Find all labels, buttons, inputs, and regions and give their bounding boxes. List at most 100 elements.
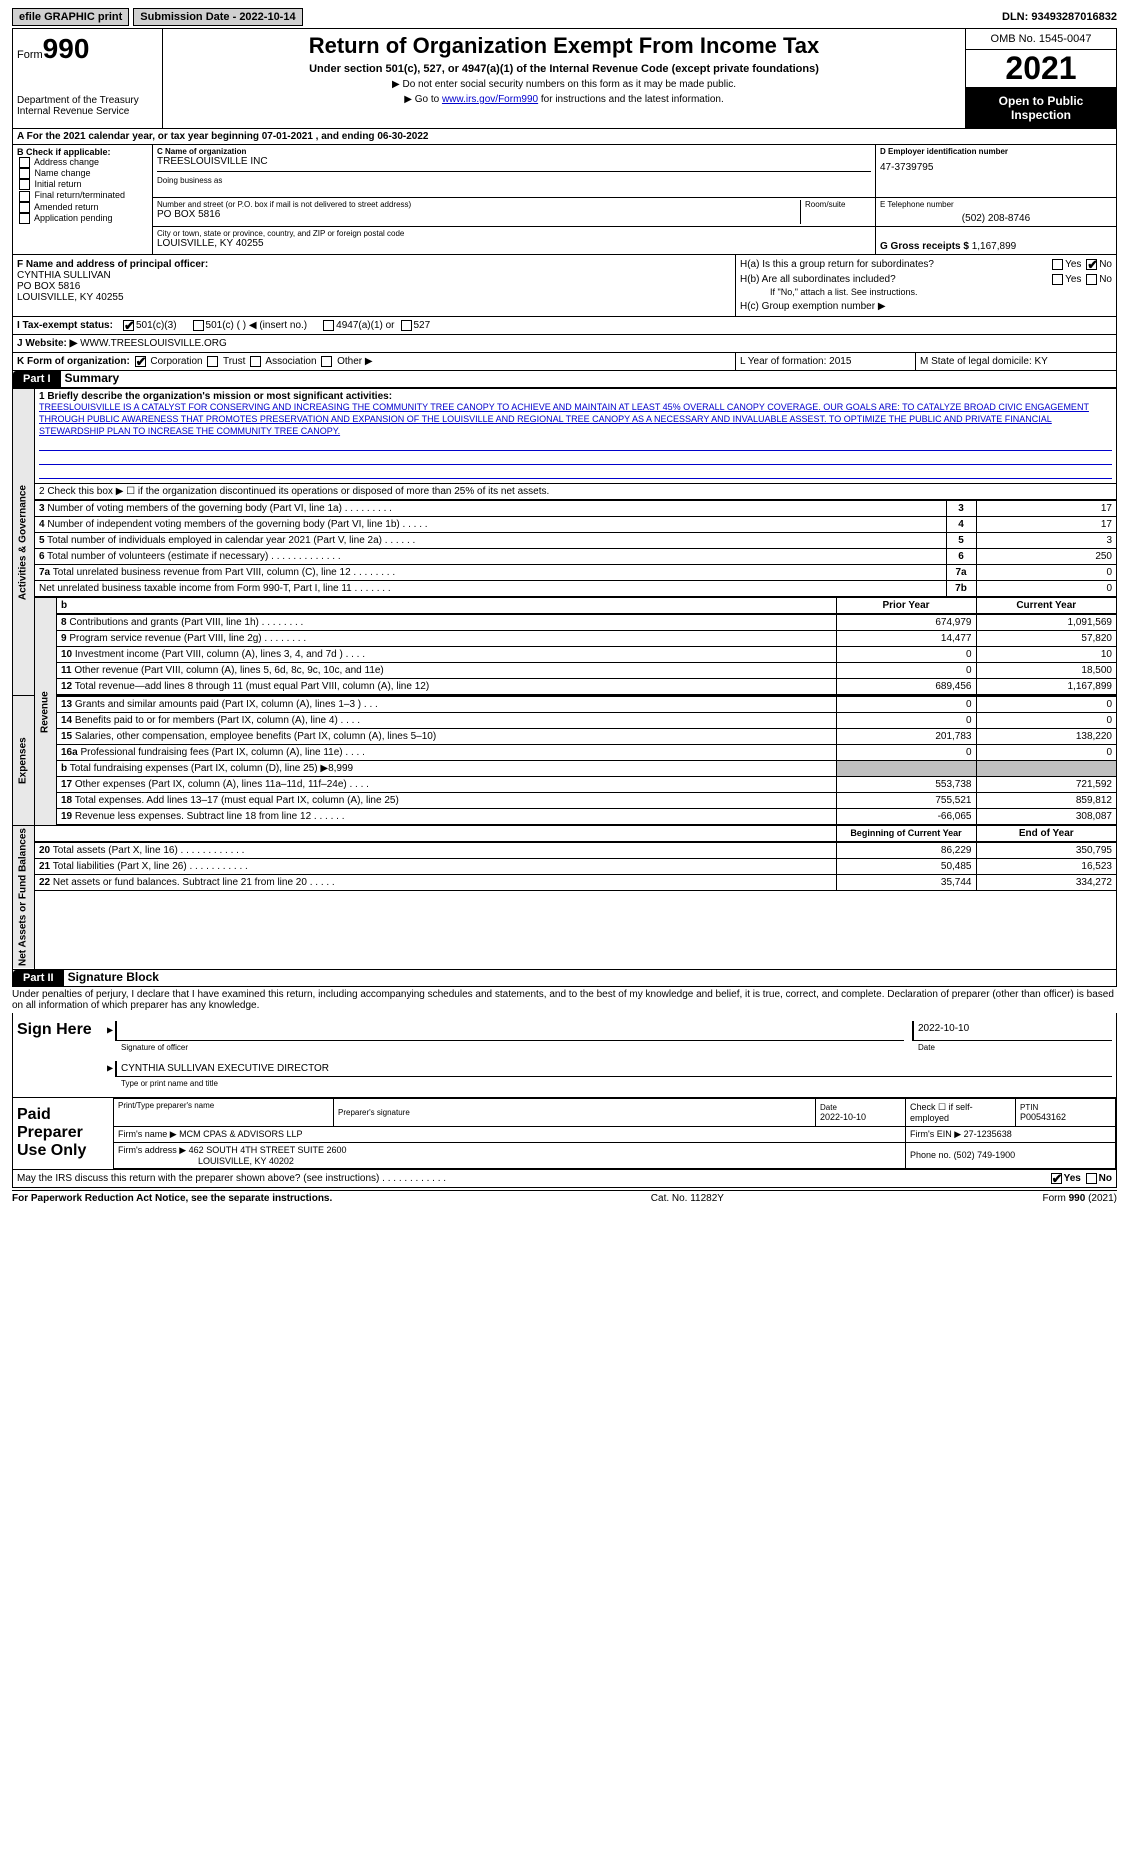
- officer-sig-name: CYNTHIA SULLIVAN EXECUTIVE DIRECTOR: [121, 1063, 329, 1074]
- current-val: 10: [976, 647, 1116, 663]
- part2-header: Part IISignature Block: [12, 970, 1117, 987]
- open-public: Open to Public Inspection: [966, 88, 1116, 128]
- section-bcd: B Check if applicable: Address change Na…: [12, 145, 1117, 255]
- firm-ein: 27-1235638: [964, 1129, 1012, 1139]
- form-number: 990: [43, 33, 90, 64]
- phone: (502) 208-8746: [880, 213, 1112, 224]
- firm-phone: (502) 749-1900: [954, 1150, 1016, 1160]
- row-l: L Year of formation: 2015: [736, 353, 916, 370]
- gross-receipts: 1,167,899: [972, 241, 1017, 252]
- firm-name: MCM CPAS & ADVISORS LLP: [179, 1129, 302, 1139]
- website: WWW.TREESLOUISVILLE.ORG: [80, 338, 227, 349]
- hb-no[interactable]: [1086, 274, 1097, 285]
- prior-val: 201,783: [836, 729, 976, 745]
- k-check[interactable]: [135, 356, 146, 367]
- row-a: A For the 2021 calendar year, or tax yea…: [12, 129, 1117, 145]
- ein: 47-3739795: [880, 162, 1112, 173]
- summary-table: Activities & Governance 1 Briefly descri…: [12, 388, 1117, 969]
- street: PO BOX 5816: [157, 209, 796, 220]
- prior-val: [836, 761, 976, 777]
- org-name: TREESLOUISVILLE INC: [157, 156, 871, 167]
- col-b: B Check if applicable: Address change Na…: [13, 145, 153, 254]
- discuss-row: May the IRS discuss this return with the…: [12, 1170, 1117, 1188]
- current-val: 18,500: [976, 663, 1116, 679]
- part1-header: Part ISummary: [12, 371, 1117, 388]
- hb-yes[interactable]: [1052, 274, 1063, 285]
- topbar: efile GRAPHIC print Submission Date - 20…: [12, 8, 1117, 26]
- current-val: 308,087: [976, 809, 1116, 825]
- declaration: Under penalties of perjury, I declare th…: [12, 987, 1117, 1013]
- single-val: 17: [976, 517, 1116, 533]
- city: LOUISVILLE, KY 40255: [157, 238, 871, 249]
- prior-val: 755,521: [836, 793, 976, 809]
- current-val: 1,091,569: [976, 615, 1116, 631]
- 501c3-check[interactable]: [123, 320, 134, 331]
- dept: Department of the Treasury: [17, 95, 158, 106]
- prior-val: 674,979: [836, 615, 976, 631]
- omb: OMB No. 1545-0047: [966, 29, 1116, 50]
- single-val: 3: [976, 533, 1116, 549]
- side-net: Net Assets or Fund Balances: [13, 826, 35, 969]
- ptin: P00543162: [1020, 1112, 1111, 1122]
- prior-val: 0: [836, 663, 976, 679]
- b-check[interactable]: [19, 168, 30, 179]
- b-check[interactable]: [19, 202, 30, 213]
- discuss-no[interactable]: [1086, 1173, 1097, 1184]
- current-val: 0: [976, 697, 1116, 713]
- footer: For Paperwork Reduction Act Notice, see …: [12, 1190, 1117, 1206]
- dln: DLN: 93493287016832: [1002, 11, 1117, 23]
- current-val: 859,812: [976, 793, 1116, 809]
- current-val: 57,820: [976, 631, 1116, 647]
- k-check[interactable]: [321, 356, 332, 367]
- side-expenses: Expenses: [13, 696, 35, 826]
- prior-val: 0: [836, 745, 976, 761]
- submission-btn[interactable]: Submission Date - 2022-10-14: [133, 8, 302, 26]
- current-val: [976, 761, 1116, 777]
- single-val: 0: [976, 581, 1116, 597]
- mission: TREESLOUISVILLE IS A CATALYST FOR CONSER…: [39, 402, 1112, 437]
- b-check[interactable]: [19, 157, 30, 168]
- ha-yes[interactable]: [1052, 259, 1063, 270]
- prior-val: 553,738: [836, 777, 976, 793]
- form-title: Return of Organization Exempt From Incom…: [167, 33, 961, 59]
- irs-link[interactable]: www.irs.gov/Form990: [442, 94, 538, 105]
- row-i: I Tax-exempt status: 501(c)(3) 501(c) ( …: [12, 317, 1117, 335]
- prior-val: 50,485: [836, 859, 976, 875]
- current-val: 0: [976, 745, 1116, 761]
- b-check[interactable]: [19, 179, 30, 190]
- prior-val: -66,065: [836, 809, 976, 825]
- prior-val: 14,477: [836, 631, 976, 647]
- note2: ▶ Go to www.irs.gov/Form990 for instruct…: [167, 94, 961, 105]
- single-val: 250: [976, 549, 1116, 565]
- signature-block: Sign Here Signature of officer 2022-10-1…: [12, 1013, 1117, 1098]
- current-val: 138,220: [976, 729, 1116, 745]
- officer-name: CYNTHIA SULLIVAN: [17, 270, 731, 281]
- current-val: 16,523: [976, 859, 1116, 875]
- form-subtitle: Under section 501(c), 527, or 4947(a)(1)…: [167, 63, 961, 75]
- ha-no[interactable]: [1086, 259, 1097, 270]
- current-val: 1,167,899: [976, 679, 1116, 695]
- single-val: 0: [976, 565, 1116, 581]
- k-check[interactable]: [250, 356, 261, 367]
- row-k: K Form of organization: Corporation Trus…: [13, 353, 736, 370]
- side-governance: Activities & Governance: [13, 389, 35, 696]
- row-j: J Website: ▶ WWW.TREESLOUISVILLE.ORG: [12, 335, 1117, 353]
- irs: Internal Revenue Service: [17, 106, 158, 117]
- b-check[interactable]: [19, 191, 30, 202]
- form-word: Form: [17, 49, 43, 61]
- prior-val: 0: [836, 713, 976, 729]
- k-check[interactable]: [207, 356, 218, 367]
- side-revenue: Revenue: [35, 598, 57, 826]
- prior-val: 0: [836, 697, 976, 713]
- note1: ▶ Do not enter social security numbers o…: [167, 79, 961, 90]
- section-fh: F Name and address of principal officer:…: [12, 255, 1117, 317]
- efile-btn[interactable]: efile GRAPHIC print: [12, 8, 129, 26]
- current-val: 350,795: [976, 843, 1116, 859]
- discuss-yes[interactable]: [1051, 1173, 1062, 1184]
- form-header: Form990 Department of the Treasury Inter…: [12, 28, 1117, 129]
- single-val: 17: [976, 501, 1116, 517]
- b-check[interactable]: [19, 213, 30, 224]
- prior-val: 35,744: [836, 875, 976, 891]
- prior-val: 0: [836, 647, 976, 663]
- current-val: 0: [976, 713, 1116, 729]
